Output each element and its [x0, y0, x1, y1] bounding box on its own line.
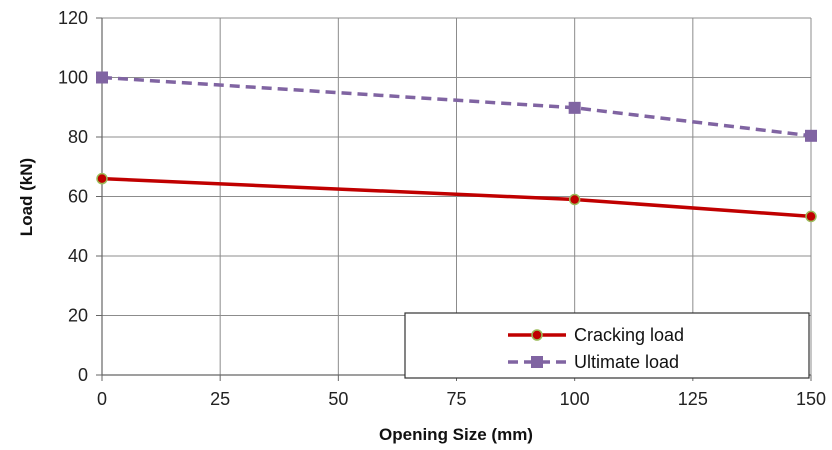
- legend: Cracking load Ultimate load: [405, 313, 809, 378]
- ultimate-load-point: [96, 72, 108, 84]
- x-tick-label: 25: [210, 389, 230, 409]
- cracking-load-point: [97, 174, 107, 184]
- x-tick-label: 150: [796, 389, 826, 409]
- y-tick-label: 40: [68, 246, 88, 266]
- x-tick-label: 0: [97, 389, 107, 409]
- y-tick-label: 100: [58, 68, 88, 88]
- y-tick-label: 60: [68, 187, 88, 207]
- legend-ultimate-load-label: Ultimate load: [574, 352, 679, 372]
- ultimate-load-point: [569, 102, 581, 114]
- x-tick-label: 75: [446, 389, 466, 409]
- y-tick-label: 80: [68, 127, 88, 147]
- y-tick-label: 20: [68, 306, 88, 326]
- legend-ultimate-load-marker: [531, 356, 543, 368]
- x-tick-label: 125: [678, 389, 708, 409]
- y-axis-title: Load (kN): [17, 158, 36, 236]
- x-tick-label: 100: [560, 389, 590, 409]
- y-tick-label: 0: [78, 365, 88, 385]
- cracking-load-point: [806, 211, 816, 221]
- ultimate-load-point: [805, 130, 817, 142]
- cracking-load-point: [570, 194, 580, 204]
- legend-cracking-load-label: Cracking load: [574, 325, 684, 345]
- x-tick-label: 50: [328, 389, 348, 409]
- legend-cracking-load-marker: [532, 330, 542, 340]
- x-axis-title: Opening Size (mm): [379, 425, 533, 444]
- y-tick-label: 120: [58, 8, 88, 28]
